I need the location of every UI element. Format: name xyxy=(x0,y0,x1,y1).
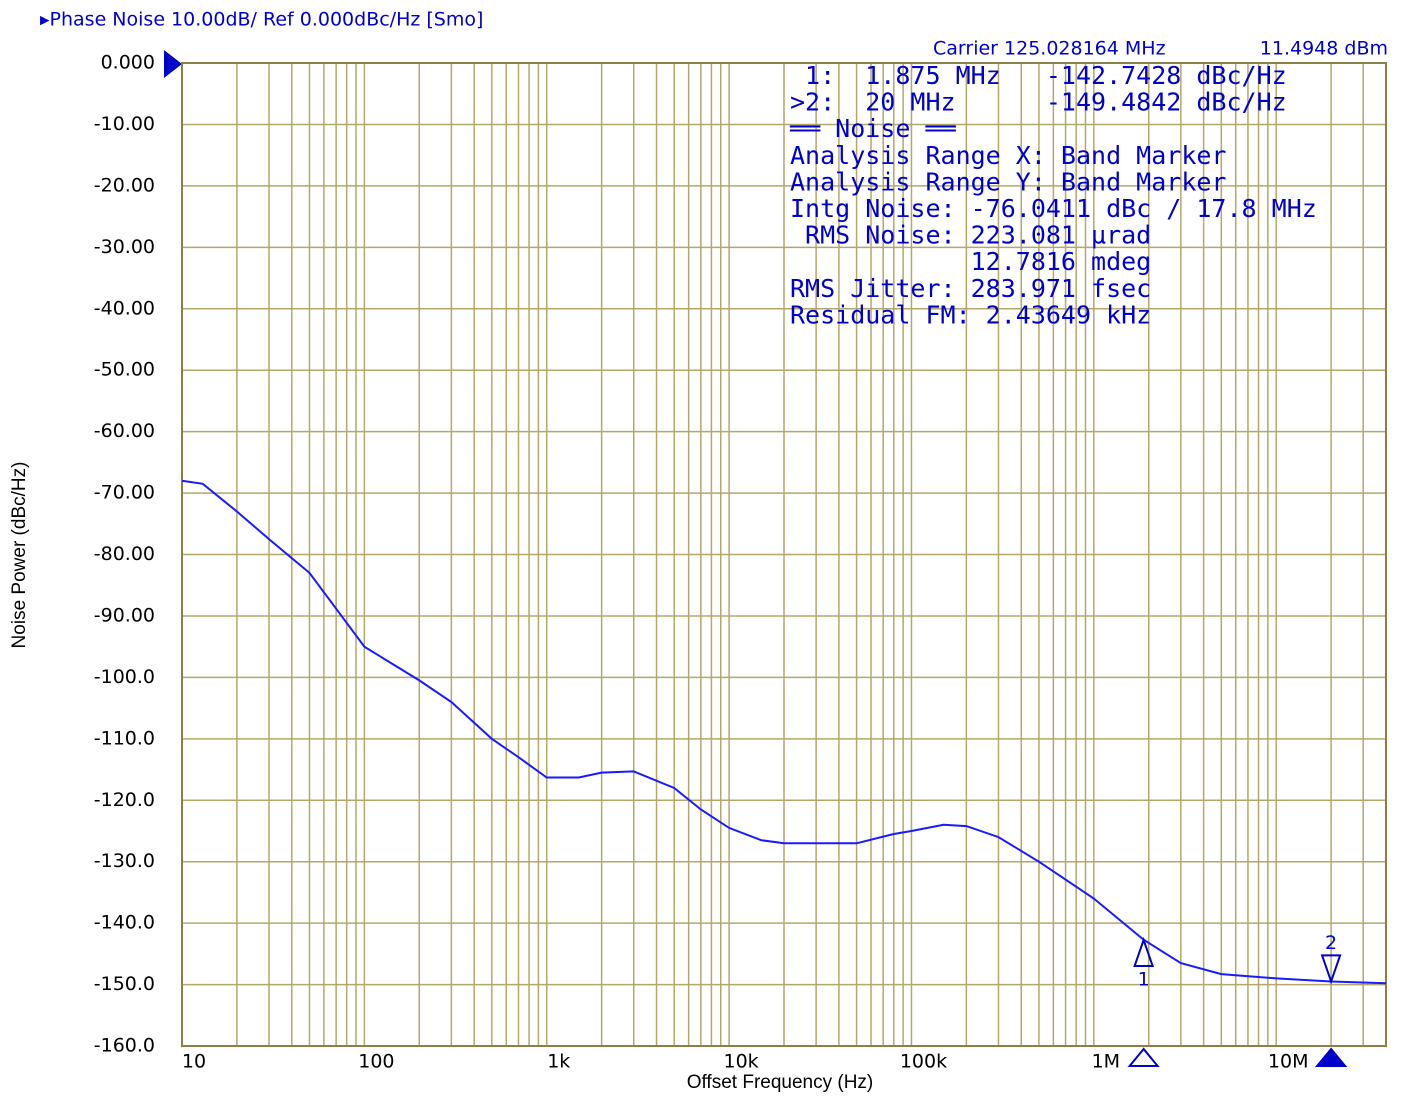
y-tick-label: -70.00 xyxy=(94,482,155,504)
x-tick-label: 10 xyxy=(182,1051,206,1073)
readout-line: Intg Noise: -76.0411 dBc / 17.8 MHz xyxy=(790,194,1317,223)
readout-line: Analysis Range X: Band Marker xyxy=(790,141,1227,170)
x-axis-label: Offset Frequency (Hz) xyxy=(687,1072,874,1093)
marker-axis-indicator xyxy=(1127,1047,1160,1067)
y-tick-label: -90.00 xyxy=(94,604,155,626)
marker xyxy=(1320,954,1342,985)
x-tick-label: 1k xyxy=(547,1051,570,1073)
y-tick-label: -160.0 xyxy=(94,1035,155,1057)
readout-line: Residual FM: 2.43649 kHz xyxy=(790,300,1151,329)
reference-indicator xyxy=(164,50,182,78)
y-tick-label: -120.0 xyxy=(94,789,155,811)
readout-line: 1: 1.875 MHz -142.7428 dBc/Hz xyxy=(790,61,1287,90)
readout-line: 12.7816 mdeg xyxy=(790,247,1151,276)
y-tick-label: -140.0 xyxy=(94,912,155,934)
y-tick-label: -60.00 xyxy=(94,420,155,442)
carrier-label: Carrier 125.028164 MHz xyxy=(933,38,1166,60)
chart-title: ▸Phase Noise 10.00dB/ Ref 0.000dBc/Hz [S… xyxy=(40,9,483,31)
y-tick-label: -110.0 xyxy=(94,727,155,749)
marker-axis-indicator xyxy=(1314,1047,1348,1067)
marker xyxy=(1133,936,1155,967)
marker-label: 2 xyxy=(1325,932,1337,954)
x-tick-label: 1M xyxy=(1092,1051,1120,1073)
readout-line: >2: 20 MHz -149.4842 dBc/Hz xyxy=(790,88,1287,117)
y-tick-label: -50.00 xyxy=(94,359,155,381)
x-tick-label: 100 xyxy=(358,1051,394,1073)
readout-line: RMS Jitter: 283.971 fsec xyxy=(790,274,1151,303)
y-tick-label: -20.00 xyxy=(94,174,155,196)
y-tick-label: -30.00 xyxy=(94,236,155,258)
readout-line: RMS Noise: 223.081 µrad xyxy=(790,221,1151,250)
x-tick-label: 10M xyxy=(1268,1051,1309,1073)
y-tick-label: -130.0 xyxy=(94,850,155,872)
readout-line: ══ Noise ══ xyxy=(789,114,957,143)
readout-line: Analysis Range Y: Band Marker xyxy=(790,167,1227,196)
x-tick-label: 100k xyxy=(900,1051,947,1073)
y-tick-label: -40.00 xyxy=(94,297,155,319)
y-tick-label: 0.000 xyxy=(101,52,155,74)
y-tick-label: -100.0 xyxy=(94,666,155,688)
y-tick-label: -80.00 xyxy=(94,543,155,565)
y-tick-label: -10.00 xyxy=(94,113,155,135)
carrier-power: 11.4948 dBm xyxy=(1260,38,1388,60)
trace xyxy=(181,479,1387,985)
y-tick-label: -150.0 xyxy=(94,973,155,995)
plot-frame xyxy=(181,62,1387,1047)
x-tick-label: 10k xyxy=(724,1051,759,1073)
marker-label: 1 xyxy=(1138,968,1150,990)
y-axis-label: Noise Power (dBc/Hz) xyxy=(9,462,30,649)
